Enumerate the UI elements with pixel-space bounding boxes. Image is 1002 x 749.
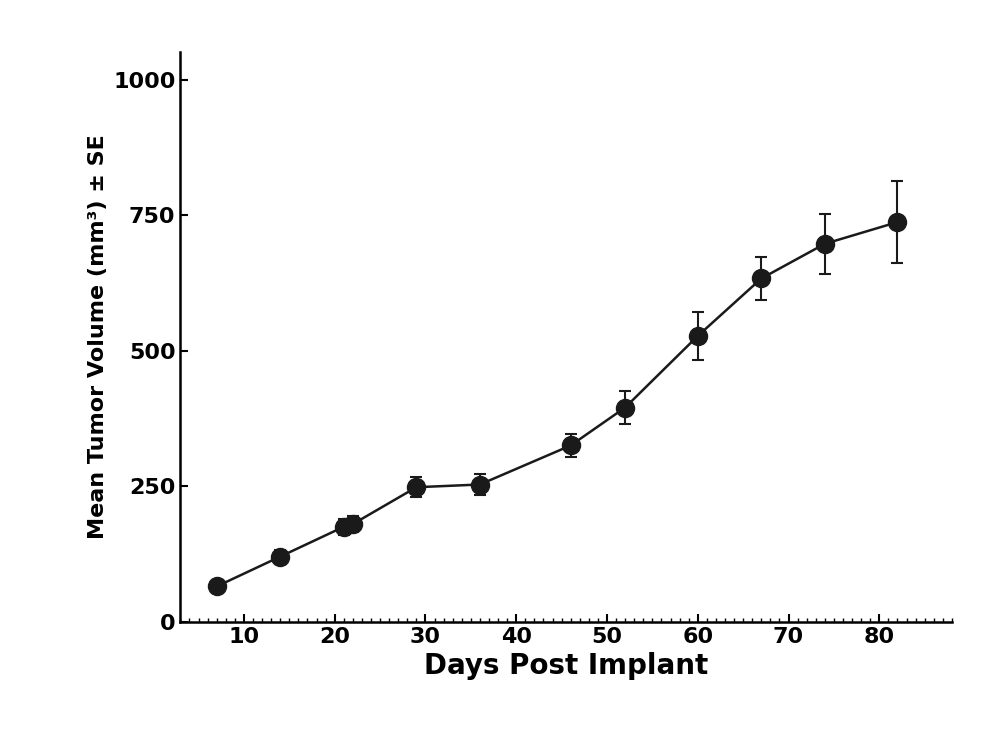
X-axis label: Days Post Implant: Days Post Implant [424, 652, 708, 680]
Y-axis label: Mean Tumor Volume (mm³) ± SE: Mean Tumor Volume (mm³) ± SE [87, 135, 107, 539]
